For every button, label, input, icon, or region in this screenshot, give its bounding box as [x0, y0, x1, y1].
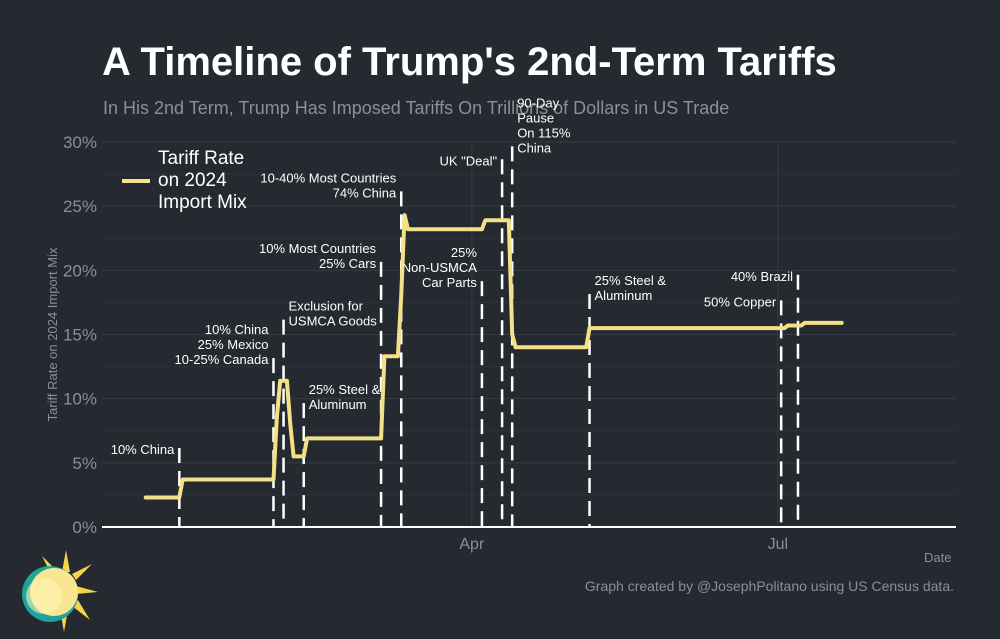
- event-annotation: UK "Deal": [439, 153, 497, 168]
- chart-subtitle: In His 2nd Term, Trump Has Imposed Tarif…: [103, 98, 730, 118]
- y-axis-label: Tariff Rate on 2024 Import Mix: [45, 247, 60, 421]
- event-annotation: 10% China 25% Mexico 10-25% Canada: [175, 322, 270, 367]
- x-tick-label: Apr: [459, 536, 485, 553]
- event-annotation: 25% Non-USMCA Car Parts: [402, 245, 478, 290]
- y-tick-label: 20%: [63, 261, 97, 280]
- event-annotation: Exclusion for USMCA Goods: [289, 299, 378, 329]
- x-axis-label: Date: [924, 550, 952, 565]
- y-tick-label: 15%: [63, 326, 97, 345]
- credit-text: Graph created by @JosephPolitano using U…: [584, 578, 954, 594]
- event-annotation: 10-40% Most Countries 74% China: [260, 170, 397, 200]
- event-annotation: 25% Steel & Aluminum: [309, 382, 381, 412]
- sun-logo-icon: [22, 550, 98, 632]
- legend: Tariff Rate on 2024 Import Mix: [122, 148, 247, 213]
- y-tick-label: 30%: [63, 133, 97, 152]
- y-tick-label: 5%: [72, 454, 97, 473]
- legend-label: Tariff Rate on 2024 Import Mix: [158, 148, 247, 213]
- event-annotation: 10% China: [111, 442, 175, 457]
- event-annotation: 25% Steel & Aluminum: [595, 273, 667, 303]
- y-tick-label: 0%: [72, 518, 97, 537]
- y-tick-label: 10%: [63, 390, 97, 409]
- event-layer: 10% China 10% China 25% Mexico 10-25% Canad…: [111, 95, 800, 527]
- event-annotation: 50% Copper: [704, 294, 777, 309]
- series-layer: [143, 213, 844, 500]
- event-annotation: 40% Brazil: [731, 269, 793, 284]
- event-annotation: 90-Day Pause On 115% China: [517, 95, 571, 155]
- x-tick-label: Jul: [768, 536, 788, 553]
- y-tick-label: 25%: [63, 197, 97, 216]
- axis-layer: 0% 5% 10% 15% 20% 25% 30% Apr Jul Tariff Rate on …: [45, 133, 956, 553]
- chart-title: A Timeline of Trump's 2nd-Term Tariffs: [102, 40, 837, 84]
- event-annotation: 10% Most Countries 25% Cars: [259, 241, 377, 271]
- tariff-rate-series-line: [143, 213, 844, 500]
